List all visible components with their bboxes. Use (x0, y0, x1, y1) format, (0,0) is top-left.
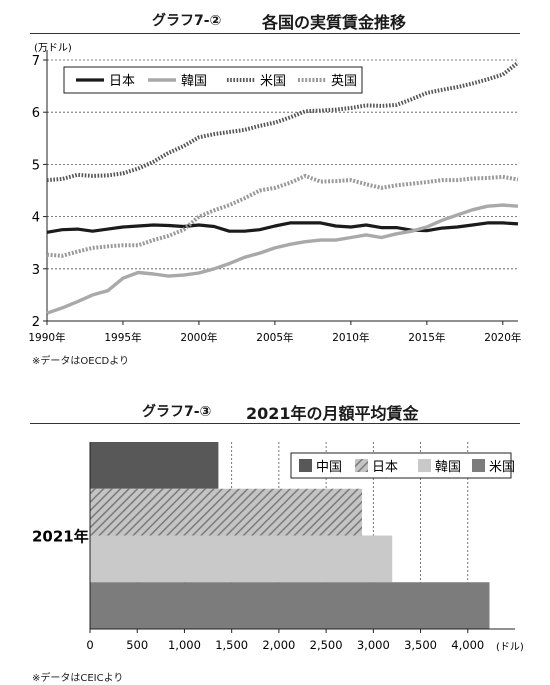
legend-label-4: 米国 (489, 460, 515, 475)
series-line-1 (46, 221, 519, 234)
x-tick-label: 2,500 (310, 638, 343, 652)
legend-label-3: 米国 (260, 74, 286, 89)
series-line-3 (46, 61, 520, 183)
x-tick-label: 2005年 (256, 331, 293, 344)
y-tick-label: 6 (32, 106, 40, 121)
series-line-2 (46, 203, 519, 315)
legend-swatch-4 (472, 459, 485, 472)
legend: 中国 日本 韓国 米国 (290, 452, 515, 479)
chart2-title: 2021年の月額平均賃金 (246, 404, 419, 423)
bar-2 (90, 488, 362, 536)
bar-3 (90, 535, 393, 583)
x-tick-label: 500 (126, 638, 148, 652)
x-tick-label: 3,500 (404, 638, 437, 652)
legend-label-2: 韓国 (181, 74, 207, 89)
bar-1 (90, 442, 219, 489)
x-tick-label: 4,000 (451, 638, 484, 652)
x-tick-label: 1,000 (168, 638, 201, 652)
chart1-header: グラフ7-② 各国の実質賃金推移 (0, 0, 550, 40)
y-tick-label: 2 (32, 315, 40, 330)
x-tick-label: 3,000 (357, 638, 390, 652)
y-axis-unit-label: (万ドル) (34, 43, 72, 54)
line-chart: (万ドル) 2 3 4 5 6 7 1990年 1995年 2000年 2005年 2010年 2015… (28, 43, 521, 344)
legend-swatch-1 (299, 459, 312, 472)
y-tick-label: 7 (32, 54, 40, 69)
x-tick-label: 1995年 (104, 331, 141, 344)
x-axis-unit-label: (ドル) (496, 642, 524, 653)
legend-label-2: 日本 (372, 460, 398, 475)
legend-label-4: 英国 (331, 74, 357, 89)
chart1-label: グラフ7-② (152, 13, 222, 29)
bar-chart: 0 500 1,000 1,500 2,000 2,500 3,000 3,500 4,000 (… (32, 442, 524, 653)
x-tick-label: 1,500 (215, 638, 248, 652)
legend: 日本 韓国 米国 英国 (63, 66, 363, 94)
legend-label-1: 日本 (109, 74, 135, 89)
chart1-source: ※データはOECDより (32, 356, 130, 367)
chart2-title-rule (30, 423, 520, 424)
x-tick-label: 2000年 (180, 331, 217, 344)
chart2-label: グラフ7-③ (142, 404, 212, 420)
y-tick-label: 4 (32, 211, 40, 226)
legend-swatch-2 (355, 459, 368, 472)
x-tick-label: 2015年 (408, 331, 445, 344)
legend-label-3: 韓国 (435, 460, 461, 475)
chart2-header: グラフ7-③ 2021年の月額平均賃金 (0, 395, 550, 427)
chart1-title-rule (30, 33, 520, 34)
x-tick-label: 1990年 (28, 331, 65, 344)
bar-4 (90, 582, 490, 630)
y-tick-label: 3 (32, 263, 40, 278)
legend-box (63, 66, 363, 94)
series-line-4 (46, 173, 519, 258)
x-tick-label: 2010年 (332, 331, 369, 344)
x-tick-label: 2,000 (262, 638, 295, 652)
chart1-title: 各国の実質賃金推移 (262, 13, 407, 32)
legend-swatch-3 (418, 459, 431, 472)
x-tick-label: 2020年 (484, 331, 521, 344)
chart2-source: ※データはCEICより (32, 673, 124, 684)
legend-label-1: 中国 (316, 460, 342, 475)
category-label: 2021年 (32, 528, 89, 546)
y-tick-label: 5 (32, 158, 40, 173)
x-tick-label: 0 (86, 638, 93, 652)
